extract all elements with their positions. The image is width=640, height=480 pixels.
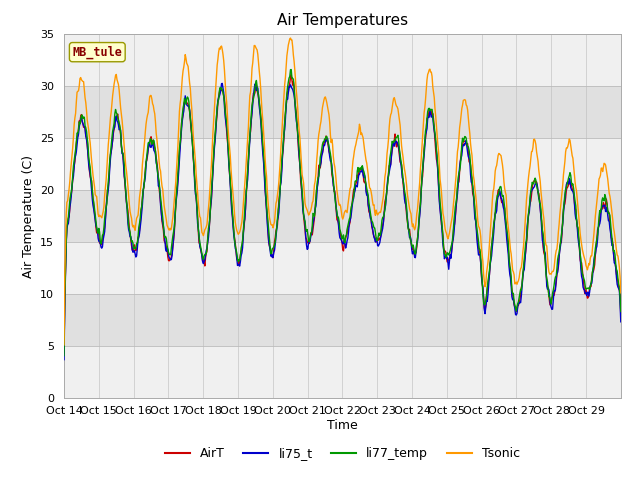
li75_t (60, 357, 68, 362)
Tsonic (287, 35, 294, 41)
li77_temp (432, 137, 440, 143)
AirT (287, 72, 295, 77)
Tsonic (255, 68, 263, 74)
Tsonic (60, 342, 68, 348)
Bar (64, 294, 621, 346)
li77_temp (401, 188, 408, 193)
AirT (617, 312, 625, 318)
AirT (125, 225, 133, 231)
Text: MB_tule: MB_tule (72, 46, 122, 59)
Legend: AirT, li75_t, li77_temp, Tsonic: AirT, li75_t, li77_temp, Tsonic (160, 442, 525, 465)
Tsonic (228, 176, 236, 181)
Y-axis label: Air Temperature (C): Air Temperature (C) (22, 155, 35, 277)
li77_temp (228, 199, 236, 204)
Bar (64, 86, 621, 138)
li75_t (277, 180, 285, 185)
li77_temp (255, 99, 263, 105)
li75_t (125, 229, 133, 235)
Bar (64, 190, 621, 242)
li77_temp (617, 309, 625, 314)
li75_t (256, 110, 264, 116)
Line: li77_temp: li77_temp (64, 70, 621, 356)
Line: Tsonic: Tsonic (64, 38, 621, 345)
Tsonic (432, 113, 440, 119)
Tsonic (401, 166, 408, 172)
Bar (64, 242, 621, 294)
Line: li75_t: li75_t (64, 84, 621, 360)
Tsonic (617, 290, 625, 296)
li75_t (617, 319, 625, 324)
Bar (64, 346, 621, 398)
Tsonic (276, 157, 284, 163)
AirT (401, 192, 408, 198)
AirT (255, 100, 263, 106)
AirT (60, 350, 68, 356)
li75_t (228, 215, 236, 220)
li77_temp (60, 353, 68, 359)
li75_t (401, 196, 408, 202)
Bar (64, 34, 621, 86)
Tsonic (125, 202, 133, 207)
Line: AirT: AirT (64, 74, 621, 353)
li77_temp (125, 227, 133, 232)
AirT (432, 147, 440, 153)
Bar (64, 138, 621, 190)
AirT (228, 204, 236, 209)
li77_temp (276, 183, 284, 189)
li77_temp (287, 67, 295, 72)
Title: Air Temperatures: Air Temperatures (277, 13, 408, 28)
AirT (276, 181, 284, 187)
X-axis label: Time: Time (327, 419, 358, 432)
li75_t (218, 81, 226, 86)
li75_t (432, 140, 440, 145)
